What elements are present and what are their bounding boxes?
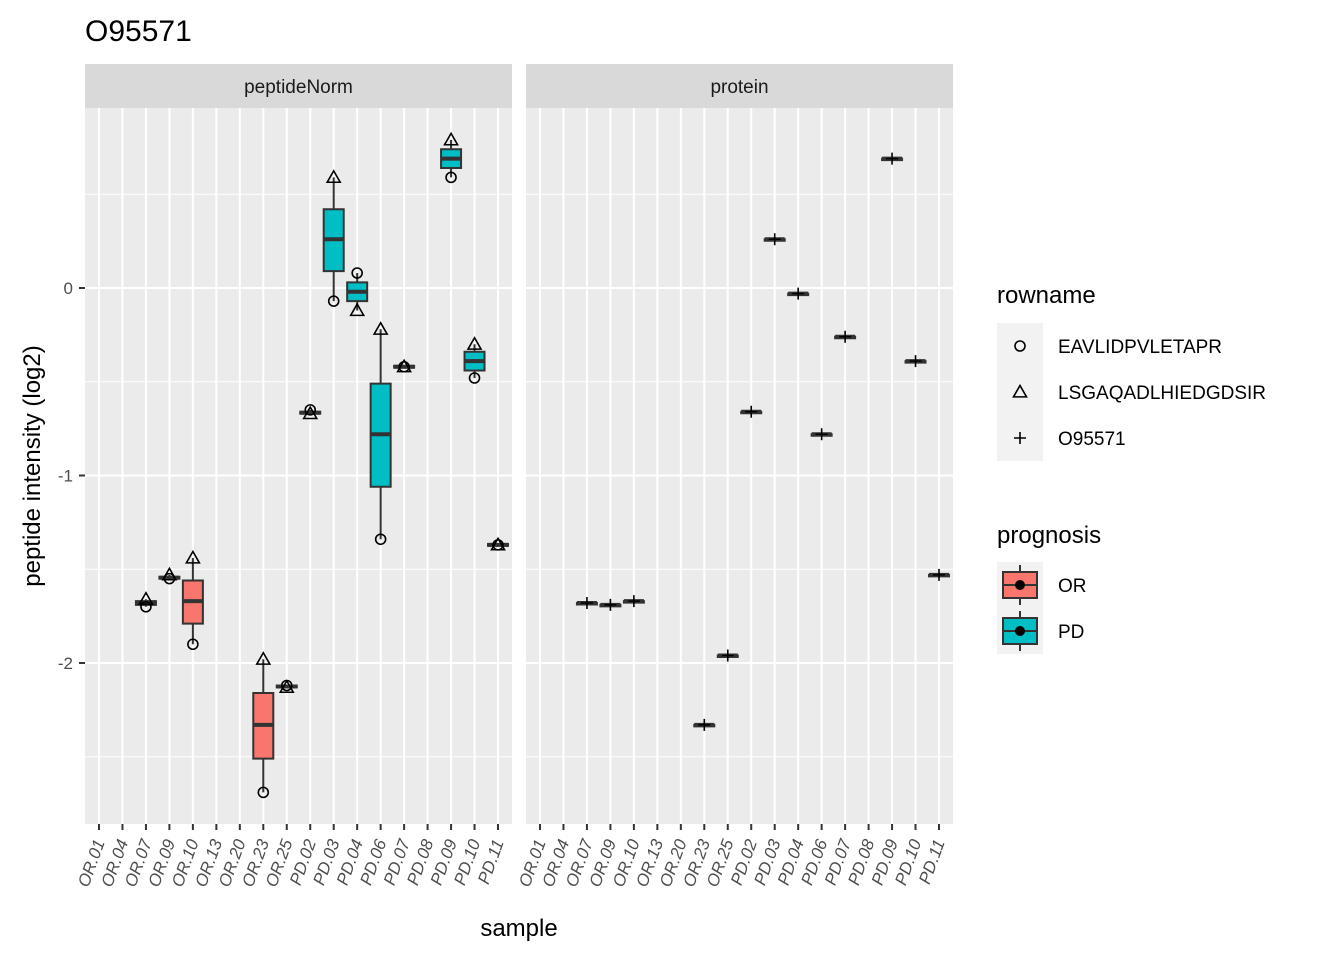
- point-circle: [468, 372, 481, 384]
- legend-label: O95571: [1058, 429, 1126, 450]
- point-triangle: [278, 679, 295, 694]
- point-plus: [698, 718, 711, 731]
- point-plus: [933, 568, 945, 581]
- point-triangle: [490, 536, 506, 551]
- facet-strip-label: peptideNorm: [244, 77, 353, 98]
- chart-title: O95571: [85, 15, 192, 48]
- y-tick-label: 0: [64, 279, 73, 298]
- point-circle: [327, 295, 340, 307]
- point-plus: [745, 405, 758, 418]
- legend-label: PD: [1058, 622, 1084, 643]
- legend-key: [997, 323, 1043, 369]
- point-plus: [721, 649, 734, 662]
- legend-title-rowname: rowname: [997, 282, 1096, 309]
- point-plus: [792, 287, 805, 300]
- point-triangle: [372, 321, 389, 335]
- point-plus: [768, 233, 781, 246]
- legend-prognosis: prognosis OR PD: [997, 522, 1101, 654]
- y-tick-label: -1: [58, 467, 73, 486]
- facet-strip: [526, 64, 953, 108]
- point-plus: [909, 355, 922, 368]
- facet-strip: [85, 64, 512, 108]
- facet-strip-label: protein: [710, 77, 768, 98]
- legend-key: [997, 369, 1043, 415]
- panel-background: [526, 108, 953, 824]
- y-axis: 0 -1 -2: [58, 279, 85, 673]
- point-triangle: [185, 549, 201, 564]
- point-circle: [257, 786, 270, 799]
- point-triangle: [349, 302, 366, 317]
- point-circle: [187, 638, 199, 651]
- point-triangle: [161, 566, 178, 581]
- point-triangle: [302, 405, 319, 420]
- point-circle: [445, 171, 457, 184]
- point-triangle: [466, 336, 483, 350]
- y-tick-label: -2: [58, 654, 73, 673]
- point-triangle: [325, 169, 342, 184]
- facet-protein: proteinOR.01OR.04OR.07OR.09OR.10OR.13OR.…: [515, 64, 953, 890]
- legend-rowname: rowname EAVLIDPVLETAPR LSGAQADLHIEDGDSIR O9…: [997, 282, 1266, 461]
- legend-plus-icon: [1014, 432, 1026, 444]
- point-triangle: [396, 358, 412, 373]
- point-plus: [886, 152, 899, 165]
- point-plus: [604, 598, 617, 611]
- legend-label: LSGAQADLHIEDGDSIR: [1058, 383, 1266, 404]
- point-plus: [627, 595, 640, 608]
- point-triangle: [138, 591, 154, 605]
- point-plus: [815, 428, 828, 441]
- x-axis-title: sample: [480, 915, 557, 942]
- legend-triangle-icon: [1012, 383, 1028, 398]
- point-plus: [839, 330, 852, 343]
- point-circle: [374, 533, 387, 546]
- point-circle: [140, 600, 152, 613]
- facet-peptideNorm: peptideNormOR.01OR.04OR.07OR.09OR.10OR.1…: [74, 64, 512, 890]
- point-circle: [304, 404, 317, 416]
- legend-label: EAVLIDPVLETAPR: [1058, 337, 1222, 358]
- legend-dot-icon: [1015, 580, 1025, 590]
- point-triangle: [443, 131, 459, 146]
- point-plus: [580, 597, 593, 609]
- y-axis-title: peptide intensity (log2): [19, 345, 46, 586]
- point-triangle: [255, 651, 272, 665]
- panel-background: [85, 108, 512, 824]
- legend-title-prognosis: prognosis: [997, 522, 1101, 549]
- legend-label: OR: [1058, 576, 1087, 597]
- legend-dot-icon: [1015, 626, 1025, 636]
- legend-circle-icon: [1014, 340, 1026, 352]
- point-circle: [351, 267, 363, 279]
